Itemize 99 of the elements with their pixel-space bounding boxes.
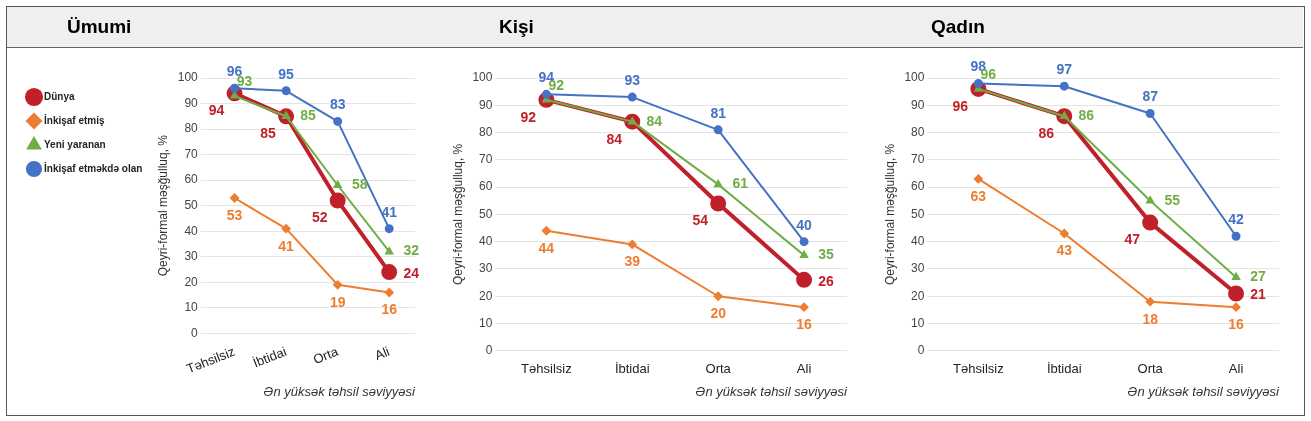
y-tick-label: 70 [184,146,199,161]
y-axis-title: Qeyri-formal məşğulluq, % [882,143,897,286]
legend-label: Dünya [44,90,75,102]
y-tick-label: 50 [184,197,199,212]
data-label: 43 [1056,242,1073,259]
y-tick-label: 60 [184,172,199,187]
y-tick-label: 60 [479,179,493,194]
data-label: 32 [403,242,420,259]
y-tick-label: 70 [911,152,925,167]
data-label: 85 [260,125,277,142]
data-label: 16 [796,316,813,333]
x-tick-label: Təhsilsiz [521,361,572,377]
data-label: 63 [970,187,987,204]
y-tick-label: 80 [184,121,199,136]
data-label: 41 [381,203,398,220]
y-tick-label: 100 [904,70,925,85]
data-label: 97 [1056,61,1073,78]
y-tick-label: 90 [911,97,925,112]
data-label: 61 [732,175,749,192]
data-label: 20 [710,305,727,322]
legend-label: Yeni yaranan [44,138,106,150]
y-tick-label: 100 [177,70,199,85]
x-tick-label: Təhsilsiz [953,361,1004,377]
y-tick-label: 20 [479,288,493,303]
data-label: 27 [1250,268,1267,284]
data-label: 96 [952,97,969,114]
x-tick-label: İbtidai [1046,361,1082,377]
x-tick-label: Ali [372,343,392,364]
y-tick-label: 50 [479,206,493,221]
data-label: 35 [818,246,835,263]
data-label: 26 [818,272,835,289]
data-label: 40 [796,216,813,233]
data-label: 19 [329,293,346,310]
data-label: 39 [624,253,641,270]
y-tick-label: 30 [184,249,199,264]
data-label: 81 [710,104,727,121]
data-label: 16 [381,301,398,318]
data-label: 84 [606,130,623,147]
data-label: 16 [1228,316,1245,333]
x-tick-label: İbtidai [250,343,289,371]
y-tick-label: 20 [184,274,199,289]
y-tick-label: 80 [911,124,925,139]
y-axis-title: Qeyri-formal məşğulluq, % [450,143,465,286]
data-label: 84 [646,112,663,129]
y-tick-label: 0 [485,343,493,358]
y-tick-label: 10 [479,315,493,330]
x-tick-label: Orta [311,343,341,367]
data-label: 55 [1164,191,1181,208]
x-tick-label: Ali [796,361,812,377]
y-tick-label: 0 [917,343,925,358]
data-label: 83 [329,96,346,113]
y-tick-label: 90 [184,95,199,110]
y-tick-label: 30 [479,261,493,276]
data-label: 42 [1228,211,1245,228]
data-label: 92 [520,108,537,125]
y-tick-label: 40 [911,233,925,248]
x-tick-label: Orta [1137,361,1164,377]
y-tick-label: 50 [911,206,925,221]
y-axis-title: Qeyri-formal məşğulluq, % [155,134,170,277]
legend-label: İnkişaf etmiş [44,113,106,126]
chart-title: Kişi [439,7,871,48]
data-label: 86 [1078,107,1095,124]
data-label: 94 [208,102,225,119]
x-tick-label: Orta [705,361,732,377]
y-tick-label: 30 [911,261,925,276]
data-label: 54 [692,212,709,229]
y-tick-label: 40 [479,233,493,248]
data-label: 95 [278,65,295,82]
y-tick-label: 80 [479,124,493,139]
y-tick-label: 0 [191,325,199,340]
x-axis-title: Ən yüksək təhsil səviyyəsi [695,383,849,399]
data-label: 53 [226,206,243,223]
legend-label: İnkişaf etməkdə olan [44,161,143,174]
data-label: 58 [351,176,368,193]
data-label: 93 [624,71,641,88]
data-label: 21 [1250,286,1267,303]
x-tick-label: Ali [1228,361,1244,377]
x-tick-label: İbtidai [614,361,650,377]
y-tick-label: 10 [911,315,925,330]
data-label: 52 [311,209,328,226]
y-tick-label: 100 [472,70,493,85]
y-tick-label: 90 [479,97,493,112]
data-label: 44 [538,239,555,256]
y-tick-label: 40 [184,223,199,238]
data-label: 87 [1142,88,1159,105]
chart-title: Qadın [871,7,1303,48]
y-tick-label: 20 [911,288,925,303]
data-label: 41 [278,237,295,254]
y-tick-label: 70 [479,152,493,167]
x-axis-title: Ən yüksək təhsil səviyyəsi [263,383,417,399]
data-label: 47 [1124,231,1141,248]
data-label: 86 [1038,125,1055,142]
x-axis-title: Ən yüksək təhsil səviyyəsi [1127,383,1281,399]
chart-title: Ümumi [7,7,439,48]
data-label: 85 [300,107,317,124]
y-tick-label: 60 [911,179,925,194]
y-tick-label: 10 [184,300,199,315]
data-label: 24 [403,264,420,281]
data-label: 18 [1142,310,1159,327]
